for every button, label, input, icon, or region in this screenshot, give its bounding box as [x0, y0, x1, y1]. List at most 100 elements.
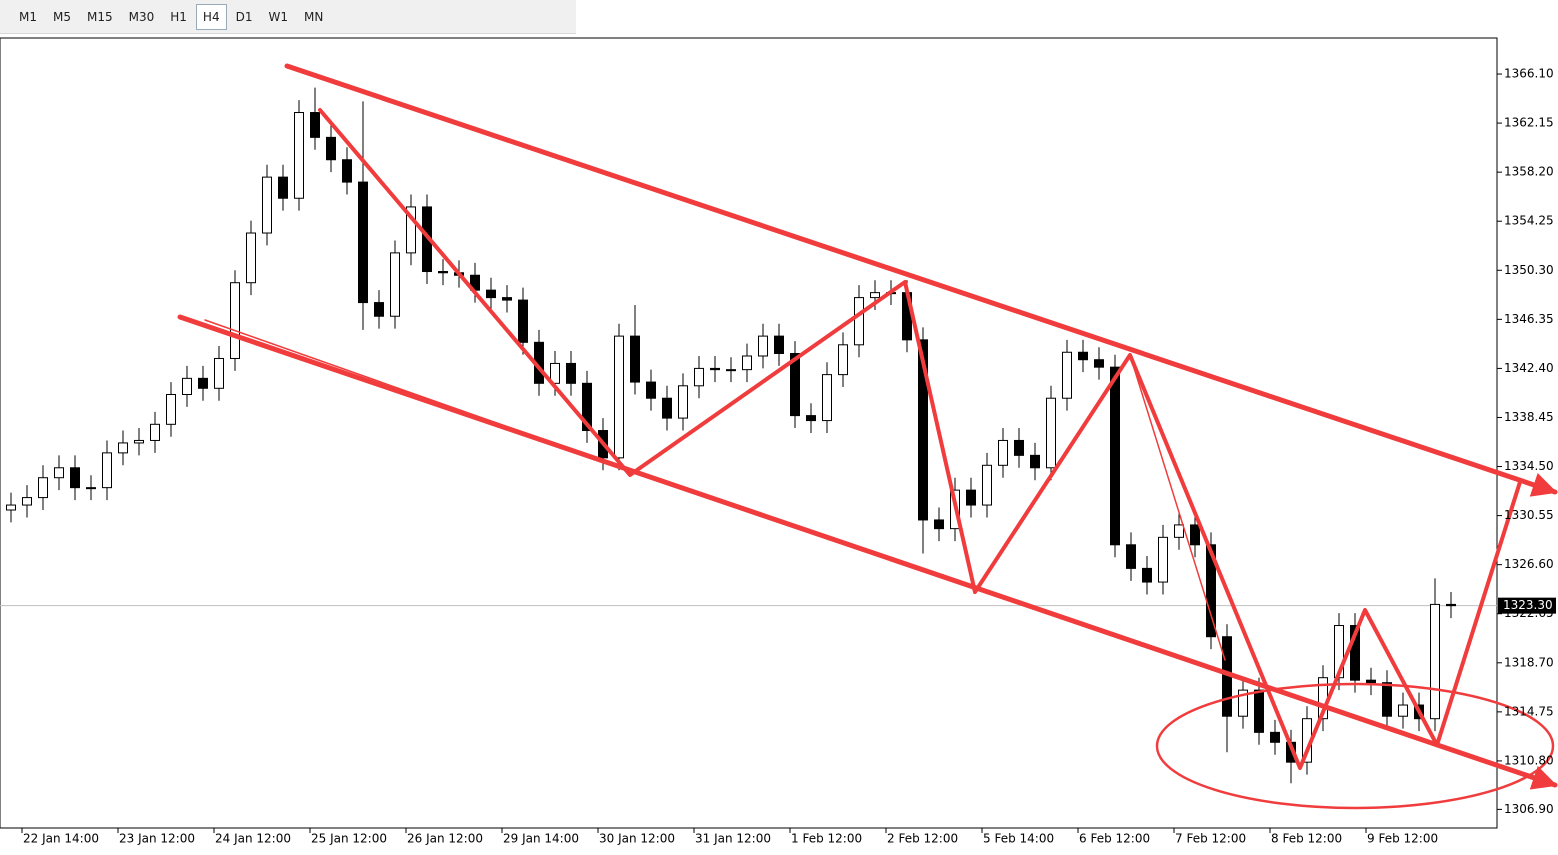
- candle-body: [198, 377, 208, 389]
- candle-body: [38, 477, 48, 499]
- candle-body: [966, 489, 976, 506]
- candle-body: [166, 393, 176, 425]
- candle-body: [550, 362, 560, 384]
- candle-body: [998, 439, 1008, 466]
- candle-body: [694, 367, 704, 387]
- current-price-box: [1498, 597, 1556, 614]
- candle-body: [1350, 625, 1360, 681]
- timeframe-button[interactable]: D1: [235, 9, 253, 24]
- candle-body: [566, 362, 576, 384]
- candle-body: [1382, 682, 1392, 717]
- candle-body: [822, 374, 832, 422]
- y-tick-label: 1354.25: [1504, 214, 1554, 228]
- candle-body: [774, 335, 784, 355]
- candle-body: [278, 176, 288, 199]
- x-tick-label: 9 Feb 12:00: [1367, 832, 1438, 846]
- candle-body: [678, 385, 688, 419]
- current-price-label: 1323.30: [1503, 598, 1553, 612]
- timeframe-button[interactable]: H4: [195, 3, 227, 30]
- candle-body: [1126, 544, 1136, 569]
- timeframe-button[interactable]: M30: [128, 9, 155, 24]
- candle-body: [326, 136, 336, 161]
- candle-body: [70, 467, 80, 489]
- candle-body: [102, 452, 112, 489]
- candle-body: [918, 339, 928, 521]
- candle-body: [374, 302, 384, 317]
- y-tick-label: 1326.60: [1504, 557, 1554, 571]
- candle-body: [790, 353, 800, 417]
- candle-body: [6, 504, 16, 511]
- candle-body: [838, 344, 848, 376]
- candle-body: [502, 297, 512, 301]
- candle-body: [1014, 439, 1024, 456]
- candle-body: [758, 335, 768, 357]
- candle-body: [1158, 536, 1168, 583]
- x-tick-label: 8 Feb 12:00: [1271, 832, 1342, 846]
- candle-body: [486, 289, 496, 299]
- timeframe-toolbar: M1 M5 M15 M30 H1 H4 D1 W1 MN: [0, 0, 576, 34]
- y-tick-label: 1358.20: [1504, 165, 1554, 179]
- candle-body: [1270, 731, 1280, 743]
- candle-body: [742, 355, 752, 371]
- candle-body: [1110, 366, 1120, 546]
- timeframe-button[interactable]: H1: [170, 9, 187, 24]
- candle-body: [1094, 359, 1104, 368]
- candle-body: [614, 335, 624, 459]
- x-tick-label: 25 Jan 12:00: [311, 832, 387, 846]
- x-tick-label: 1 Feb 12:00: [791, 832, 862, 846]
- candle-body: [406, 206, 416, 254]
- price-axis: 1366.10 1362.15 1358.20 1354.25 1350.30 1346.…: [21, 67, 1556, 846]
- y-tick-label: 1310.80: [1504, 753, 1554, 767]
- candle-body: [806, 415, 816, 422]
- x-tick-label: 7 Feb 12:00: [1175, 832, 1246, 846]
- timeframe-button[interactable]: M1: [19, 9, 37, 24]
- plot-area: [0, 37, 1498, 829]
- candle-body: [358, 181, 368, 304]
- candle-body: [518, 299, 528, 343]
- candle-body: [1446, 603, 1456, 607]
- y-tick-label: 1306.90: [1504, 802, 1554, 816]
- y-tick-label: 1314.75: [1504, 704, 1554, 718]
- candle-body: [1190, 524, 1200, 546]
- candle-body: [182, 377, 192, 395]
- y-tick-label: 1350.30: [1504, 263, 1554, 277]
- candle-body: [710, 367, 720, 371]
- timeframe-button[interactable]: M15: [87, 9, 113, 24]
- timeframe-button[interactable]: M5: [53, 9, 71, 24]
- candle-body: [54, 467, 64, 479]
- candle-body: [150, 423, 160, 441]
- y-tick-label: 1330.55: [1504, 508, 1554, 522]
- candle-body: [1062, 351, 1072, 399]
- timeframe-button[interactable]: MN: [303, 9, 324, 24]
- y-tick-label: 1346.35: [1504, 312, 1554, 326]
- x-tick-label: 31 Jan 12:00: [695, 832, 771, 846]
- candle-body: [1366, 679, 1376, 684]
- candle-body: [294, 112, 304, 199]
- x-tick-label: 29 Jan 14:00: [503, 832, 579, 846]
- x-tick-label: 23 Jan 12:00: [119, 832, 195, 846]
- x-tick-label: 22 Jan 14:00: [23, 832, 99, 846]
- candle-body: [1046, 397, 1056, 469]
- candle-body: [390, 252, 400, 317]
- timeframe-button[interactable]: W1: [268, 9, 288, 24]
- x-tick-label: 26 Jan 12:00: [407, 832, 483, 846]
- x-tick-label: 24 Jan 12:00: [215, 832, 291, 846]
- annotations: [177, 63, 1558, 810]
- candle-body: [214, 357, 224, 389]
- candle-body: [1238, 689, 1248, 717]
- candle-body: [870, 292, 880, 299]
- candle-body: [726, 369, 736, 372]
- channel-line: [204, 319, 631, 471]
- y-tick-label: 1366.10: [1504, 67, 1554, 81]
- candles: [0, 87, 1497, 784]
- candle-body: [438, 271, 448, 274]
- candle-body: [1174, 524, 1184, 538]
- candle-body: [134, 439, 144, 444]
- candle-body: [982, 464, 992, 506]
- candle-body: [1254, 689, 1264, 733]
- candle-body: [1206, 544, 1216, 638]
- y-tick-label: 1342.40: [1504, 361, 1554, 375]
- x-tick-label: 5 Feb 14:00: [983, 832, 1054, 846]
- candle-body: [246, 232, 256, 284]
